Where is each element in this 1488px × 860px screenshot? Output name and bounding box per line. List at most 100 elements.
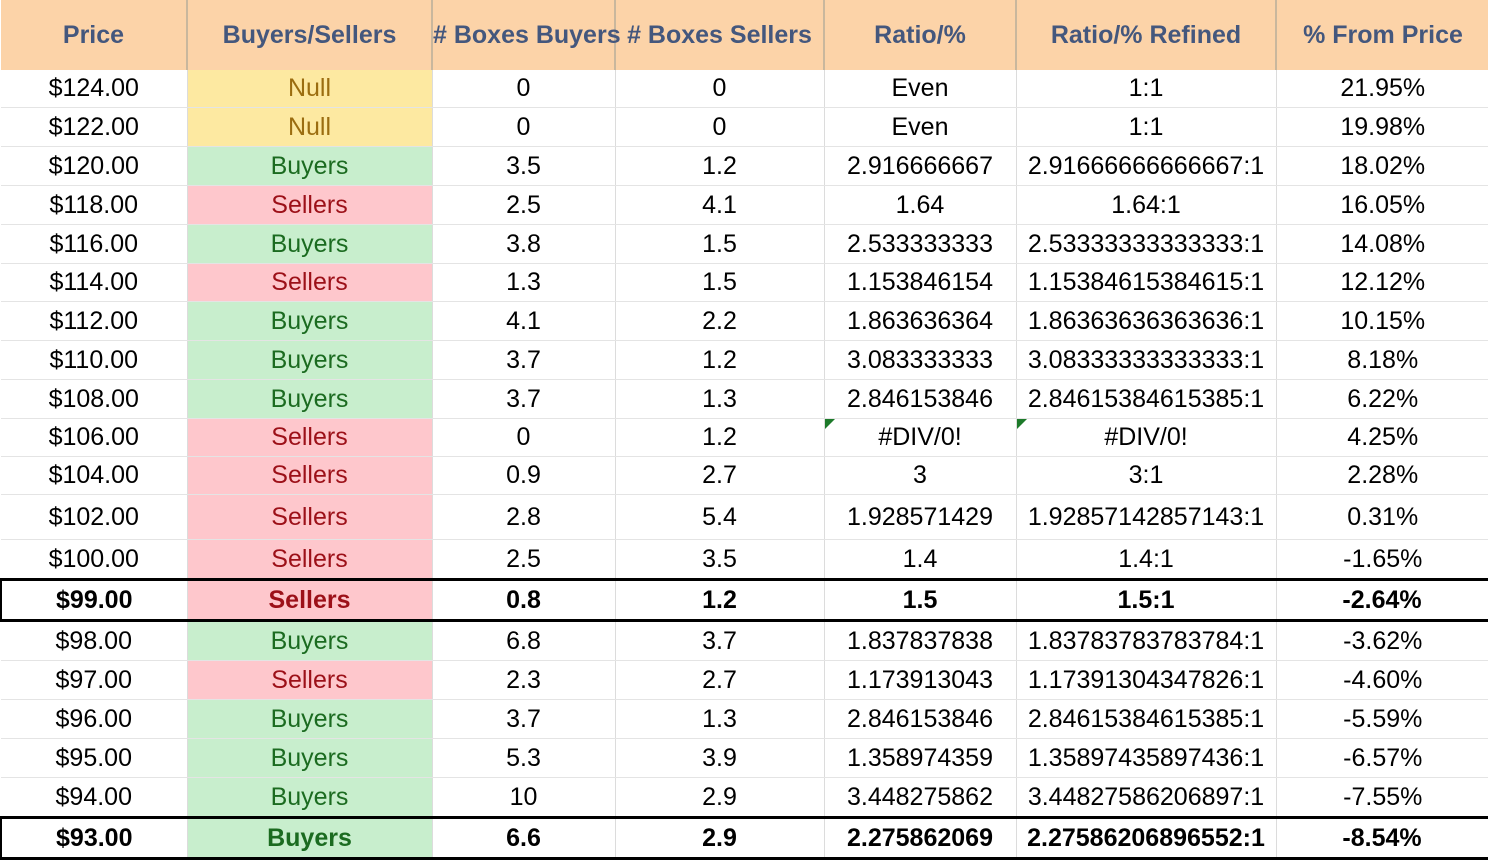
boxes-sellers-cell[interactable]: 1.3 <box>615 379 825 419</box>
ratio-refined-cell[interactable]: 3.08333333333333:1 <box>1016 340 1277 380</box>
price-cell[interactable]: $98.00 <box>1 620 188 661</box>
ratio-cell[interactable]: 2.533333333 <box>824 224 1017 264</box>
boxes-sellers-cell[interactable]: 1.2 <box>615 578 825 622</box>
price-cell[interactable]: $112.00 <box>1 301 188 341</box>
pct-from-price-cell[interactable]: -8.54% <box>1276 816 1488 860</box>
boxes-buyers-cell[interactable]: 4.1 <box>432 301 616 341</box>
ratio-refined-cell[interactable]: 2.84615384615385:1 <box>1016 699 1277 739</box>
boxes-buyers-cell[interactable]: 0.8 <box>432 578 616 622</box>
price-cell[interactable]: $116.00 <box>1 224 188 264</box>
buyers-sellers-cell[interactable]: Buyers <box>187 146 433 186</box>
price-cell[interactable]: $124.00 <box>1 70 188 108</box>
header-boxes-sellers[interactable]: # Boxes Sellers <box>615 0 825 70</box>
boxes-buyers-cell[interactable]: 3.5 <box>432 146 616 186</box>
ratio-refined-cell[interactable]: 2.84615384615385:1 <box>1016 379 1277 419</box>
ratio-refined-cell[interactable]: 1.86363636363636:1 <box>1016 301 1277 341</box>
pct-from-price-cell[interactable]: 19.98% <box>1276 107 1488 147</box>
pct-from-price-cell[interactable]: 8.18% <box>1276 340 1488 380</box>
boxes-buyers-cell[interactable]: 0 <box>432 107 616 147</box>
boxes-sellers-cell[interactable]: 1.5 <box>615 263 825 302</box>
buyers-sellers-cell[interactable]: Sellers <box>187 660 433 700</box>
buyers-sellers-cell[interactable]: Buyers <box>187 379 433 419</box>
boxes-sellers-cell[interactable]: 1.5 <box>615 224 825 264</box>
boxes-buyers-cell[interactable]: 0.9 <box>432 456 616 495</box>
ratio-cell[interactable]: 2.275862069 <box>824 816 1017 860</box>
ratio-cell[interactable]: 3 <box>824 456 1017 495</box>
ratio-refined-cell[interactable]: 1.35897435897436:1 <box>1016 738 1277 778</box>
pct-from-price-cell[interactable]: 14.08% <box>1276 224 1488 264</box>
ratio-refined-cell[interactable]: 1:1 <box>1016 107 1277 147</box>
price-cell[interactable]: $120.00 <box>1 146 188 186</box>
boxes-buyers-cell[interactable]: 0 <box>432 418 616 457</box>
buyers-sellers-cell[interactable]: Sellers <box>187 418 433 457</box>
price-cell[interactable]: $96.00 <box>1 699 188 739</box>
price-cell[interactable]: $93.00 <box>0 816 188 860</box>
pct-from-price-cell[interactable]: -1.65% <box>1276 539 1488 580</box>
buyers-sellers-cell[interactable]: Sellers <box>187 578 433 622</box>
price-cell[interactable]: $114.00 <box>1 263 188 302</box>
buyers-sellers-cell[interactable]: Null <box>187 70 433 108</box>
ratio-cell[interactable]: 2.916666667 <box>824 146 1017 186</box>
ratio-refined-cell[interactable]: 1.64:1 <box>1016 185 1277 225</box>
ratio-cell[interactable]: 3.083333333 <box>824 340 1017 380</box>
ratio-refined-cell[interactable]: 2.91666666666667:1 <box>1016 146 1277 186</box>
pct-from-price-cell[interactable]: -4.60% <box>1276 660 1488 700</box>
ratio-refined-cell[interactable]: 3.44827586206897:1 <box>1016 777 1277 818</box>
pct-from-price-cell[interactable]: 16.05% <box>1276 185 1488 225</box>
boxes-sellers-cell[interactable]: 1.3 <box>615 699 825 739</box>
buyers-sellers-cell[interactable]: Buyers <box>187 777 433 818</box>
boxes-buyers-cell[interactable]: 5.3 <box>432 738 616 778</box>
boxes-sellers-cell[interactable]: 2.9 <box>615 777 825 818</box>
ratio-refined-cell[interactable]: #DIV/0! <box>1016 418 1277 457</box>
price-cell[interactable]: $122.00 <box>1 107 188 147</box>
header-pct-from-price[interactable]: % From Price <box>1276 0 1488 70</box>
pct-from-price-cell[interactable]: 0.31% <box>1276 494 1488 540</box>
pct-from-price-cell[interactable]: 2.28% <box>1276 456 1488 495</box>
buyers-sellers-cell[interactable]: Buyers <box>187 699 433 739</box>
header-price[interactable]: Price <box>1 0 188 70</box>
boxes-buyers-cell[interactable]: 3.7 <box>432 379 616 419</box>
pct-from-price-cell[interactable]: 18.02% <box>1276 146 1488 186</box>
buyers-sellers-cell[interactable]: Buyers <box>187 301 433 341</box>
error-indicator-icon[interactable] <box>1016 419 1027 429</box>
error-indicator-icon[interactable] <box>824 419 835 429</box>
pct-from-price-cell[interactable]: 6.22% <box>1276 379 1488 419</box>
ratio-cell[interactable]: 1.928571429 <box>824 494 1017 540</box>
buyers-sellers-cell[interactable]: Buyers <box>187 816 433 860</box>
ratio-refined-cell[interactable]: 1.17391304347826:1 <box>1016 660 1277 700</box>
boxes-buyers-cell[interactable]: 2.5 <box>432 185 616 225</box>
boxes-buyers-cell[interactable]: 3.7 <box>432 699 616 739</box>
ratio-cell[interactable]: 3.448275862 <box>824 777 1017 818</box>
boxes-sellers-cell[interactable]: 2.7 <box>615 660 825 700</box>
price-cell[interactable]: $104.00 <box>1 456 188 495</box>
header-ratio[interactable]: Ratio/% <box>824 0 1017 70</box>
pct-from-price-cell[interactable]: -5.59% <box>1276 699 1488 739</box>
price-cell[interactable]: $97.00 <box>1 660 188 700</box>
ratio-cell[interactable]: 1.863636364 <box>824 301 1017 341</box>
boxes-sellers-cell[interactable]: 0 <box>615 70 825 108</box>
price-cell[interactable]: $110.00 <box>1 340 188 380</box>
price-cell[interactable]: $108.00 <box>1 379 188 419</box>
pct-from-price-cell[interactable]: -6.57% <box>1276 738 1488 778</box>
boxes-sellers-cell[interactable]: 3.5 <box>615 539 825 580</box>
ratio-refined-cell[interactable]: 1.15384615384615:1 <box>1016 263 1277 302</box>
ratio-cell[interactable]: 1.5 <box>824 578 1017 622</box>
ratio-cell[interactable]: 1.173913043 <box>824 660 1017 700</box>
ratio-refined-cell[interactable]: 3:1 <box>1016 456 1277 495</box>
price-cell[interactable]: $106.00 <box>1 418 188 457</box>
boxes-buyers-cell[interactable]: 1.3 <box>432 263 616 302</box>
buyers-sellers-cell[interactable]: Sellers <box>187 456 433 495</box>
boxes-buyers-cell[interactable]: 2.5 <box>432 539 616 580</box>
boxes-buyers-cell[interactable]: 6.8 <box>432 620 616 661</box>
ratio-refined-cell[interactable]: 1.83783783783784:1 <box>1016 620 1277 661</box>
ratio-cell[interactable]: 1.153846154 <box>824 263 1017 302</box>
boxes-sellers-cell[interactable]: 2.2 <box>615 301 825 341</box>
boxes-buyers-cell[interactable]: 3.8 <box>432 224 616 264</box>
price-cell[interactable]: $118.00 <box>1 185 188 225</box>
ratio-refined-cell[interactable]: 2.53333333333333:1 <box>1016 224 1277 264</box>
boxes-sellers-cell[interactable]: 0 <box>615 107 825 147</box>
boxes-buyers-cell[interactable]: 10 <box>432 777 616 818</box>
pct-from-price-cell[interactable]: 10.15% <box>1276 301 1488 341</box>
boxes-sellers-cell[interactable]: 1.2 <box>615 340 825 380</box>
boxes-sellers-cell[interactable]: 5.4 <box>615 494 825 540</box>
